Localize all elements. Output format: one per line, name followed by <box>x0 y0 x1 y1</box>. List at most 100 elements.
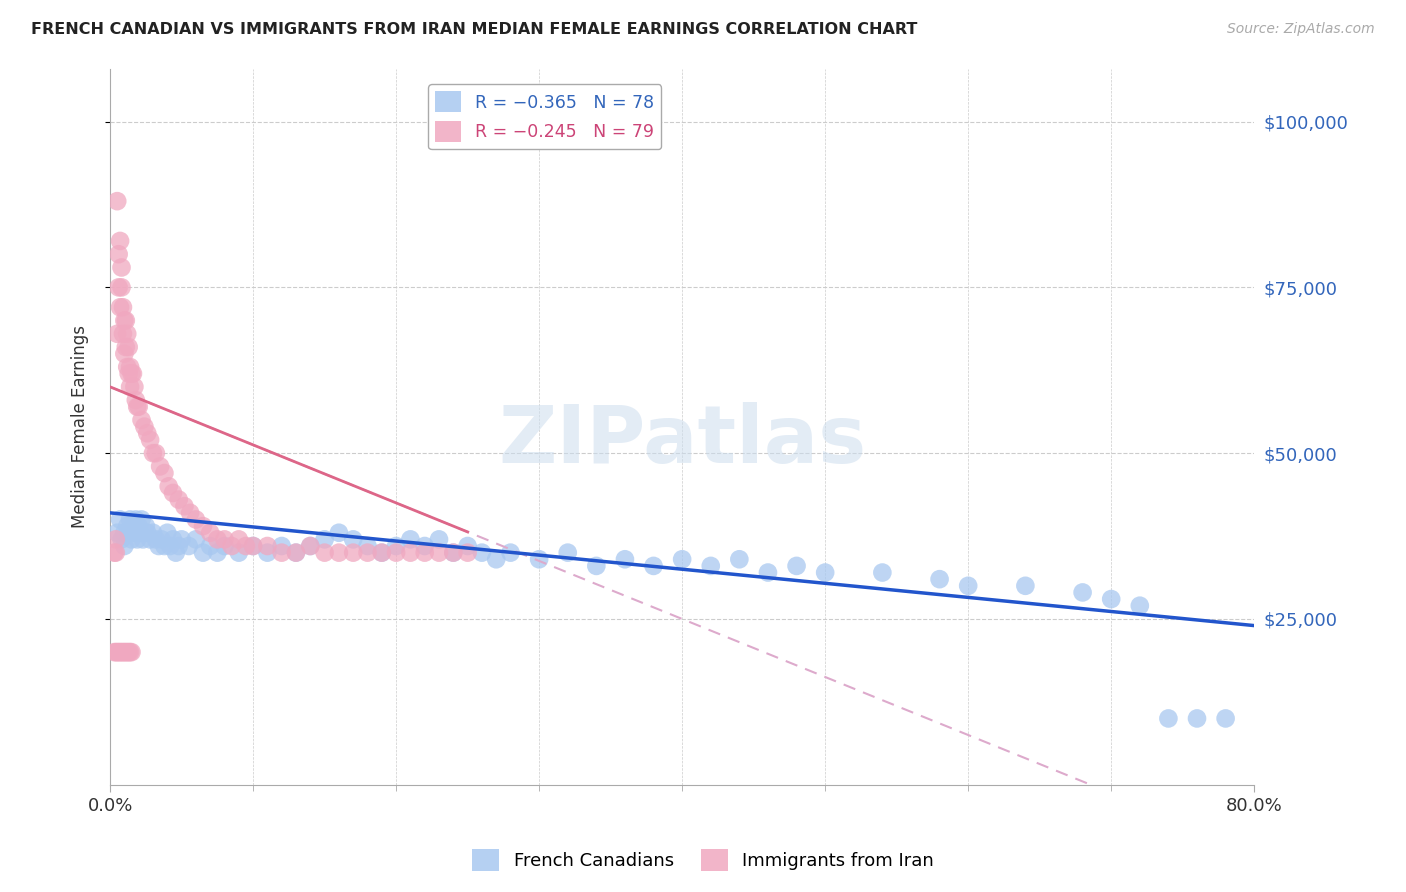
Point <box>162 533 184 547</box>
Point <box>413 546 436 560</box>
Point <box>399 533 422 547</box>
Point <box>814 566 837 580</box>
Point <box>107 645 129 659</box>
Point <box>235 539 257 553</box>
Point <box>153 466 176 480</box>
Point <box>121 533 143 547</box>
Point <box>328 525 350 540</box>
Legend: French Canadians, Immigrants from Iran: French Canadians, Immigrants from Iran <box>465 842 941 879</box>
Point <box>214 539 236 553</box>
Point <box>139 433 162 447</box>
Point <box>228 533 250 547</box>
Point <box>156 525 179 540</box>
Point <box>122 519 145 533</box>
Point <box>104 645 127 659</box>
Point <box>314 533 336 547</box>
Point <box>170 533 193 547</box>
Point <box>957 579 980 593</box>
Point <box>356 539 378 553</box>
Point <box>118 367 141 381</box>
Point <box>120 359 142 374</box>
Point <box>872 566 894 580</box>
Point <box>157 479 180 493</box>
Text: Source: ZipAtlas.com: Source: ZipAtlas.com <box>1227 22 1375 37</box>
Point <box>132 533 155 547</box>
Point <box>115 359 138 374</box>
Point <box>114 340 136 354</box>
Point <box>110 645 132 659</box>
Point <box>131 512 153 526</box>
Point <box>135 519 157 533</box>
Point <box>129 525 152 540</box>
Point <box>207 533 229 547</box>
Point <box>103 645 125 659</box>
Point <box>342 546 364 560</box>
Point <box>173 500 195 514</box>
Point <box>107 247 129 261</box>
Point <box>613 552 636 566</box>
Point <box>167 492 190 507</box>
Point <box>557 546 579 560</box>
Point <box>399 546 422 560</box>
Point <box>198 539 221 553</box>
Point <box>118 645 141 659</box>
Point <box>128 400 150 414</box>
Point <box>527 552 550 566</box>
Point <box>1014 579 1036 593</box>
Point <box>120 645 142 659</box>
Text: FRENCH CANADIAN VS IMMIGRANTS FROM IRAN MEDIAN FEMALE EARNINGS CORRELATION CHART: FRENCH CANADIAN VS IMMIGRANTS FROM IRAN … <box>31 22 917 37</box>
Point <box>110 260 132 275</box>
Point <box>108 512 131 526</box>
Point <box>159 539 181 553</box>
Point <box>148 539 170 553</box>
Point <box>104 533 127 547</box>
Point <box>134 419 156 434</box>
Point <box>107 280 129 294</box>
Point <box>1129 599 1152 613</box>
Point <box>145 446 167 460</box>
Point <box>112 539 135 553</box>
Point <box>115 519 138 533</box>
Point <box>242 539 264 553</box>
Point <box>128 519 150 533</box>
Point <box>441 546 464 560</box>
Point <box>270 539 292 553</box>
Point <box>136 525 159 540</box>
Point <box>139 533 162 547</box>
Point <box>111 300 134 314</box>
Point <box>928 572 950 586</box>
Point <box>105 645 128 659</box>
Point <box>131 413 153 427</box>
Point <box>108 645 131 659</box>
Point <box>110 533 132 547</box>
Point <box>786 558 808 573</box>
Point <box>457 546 479 560</box>
Point <box>105 326 128 341</box>
Point <box>643 558 665 573</box>
Point <box>122 367 145 381</box>
Point <box>256 539 278 553</box>
Point <box>413 539 436 553</box>
Point <box>136 426 159 441</box>
Point <box>112 525 135 540</box>
Point <box>167 539 190 553</box>
Point <box>471 546 494 560</box>
Point <box>328 546 350 560</box>
Point <box>125 393 148 408</box>
Point <box>105 194 128 209</box>
Point <box>371 546 394 560</box>
Point <box>299 539 322 553</box>
Point <box>120 380 142 394</box>
Point <box>214 533 236 547</box>
Point <box>108 300 131 314</box>
Point <box>700 558 723 573</box>
Point <box>299 539 322 553</box>
Point <box>177 539 200 553</box>
Point <box>184 533 207 547</box>
Point <box>142 525 165 540</box>
Point <box>427 533 450 547</box>
Point <box>585 558 607 573</box>
Point <box>118 525 141 540</box>
Point <box>124 525 146 540</box>
Point <box>314 546 336 560</box>
